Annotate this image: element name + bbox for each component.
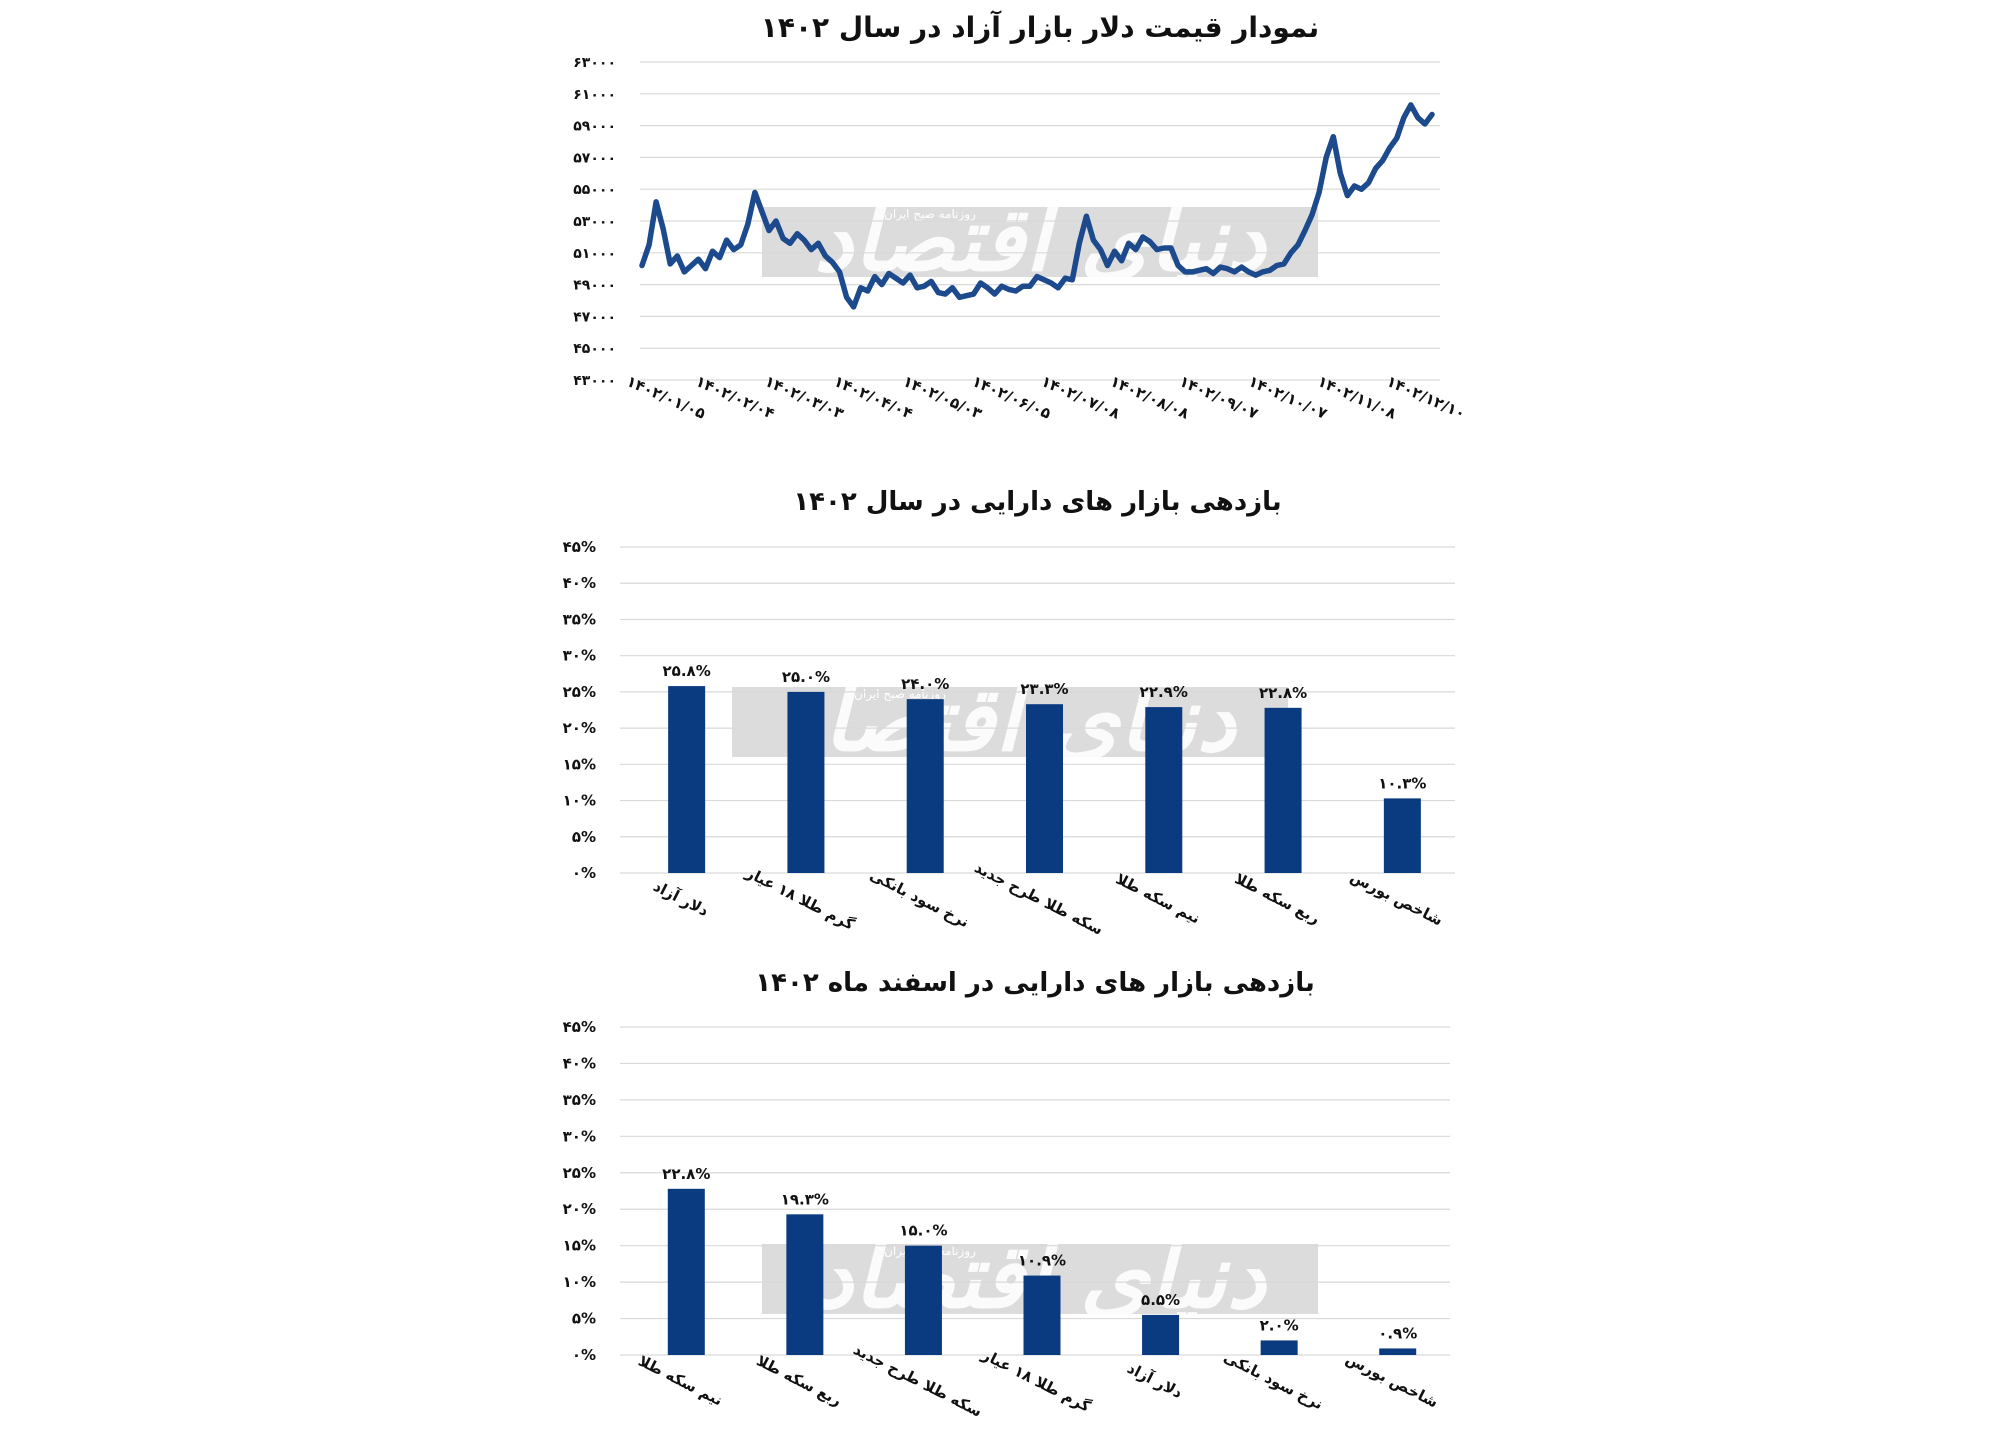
bar	[1026, 704, 1063, 873]
data-label: ۲۲.۹%	[1140, 683, 1188, 701]
y-tick-label: ۴۰%	[563, 574, 596, 592]
y-tick-label: ۴۹۰۰۰	[573, 278, 616, 294]
data-label: ۲۵.۰%	[782, 668, 830, 686]
data-label: ۱۵.۰%	[899, 1222, 947, 1240]
watermark-band	[732, 687, 1288, 757]
y-tick-label: ۵۵۰۰۰	[573, 182, 616, 198]
category-label: گرم طلا ۱۸ عیار	[978, 1345, 1094, 1416]
y-tick-label: ۳۰%	[563, 1127, 596, 1145]
category-label: دلار آزاد	[650, 877, 711, 920]
category-label: نیم سکه طلا	[635, 1352, 725, 1410]
category-label: گرم طلا ۱۸ عیار	[742, 863, 858, 934]
data-label: ۰.۹%	[1378, 1324, 1417, 1342]
bar	[1023, 1275, 1061, 1355]
category-label: نیم سکه طلا	[1113, 870, 1203, 928]
y-tick-label: ۱۰%	[563, 792, 596, 810]
bar	[1145, 707, 1183, 873]
y-tick-label: ۲۵%	[563, 683, 596, 701]
y-tick-label: ۱۵%	[563, 1237, 596, 1255]
y-tick-label: ۰%	[572, 864, 596, 882]
data-label: ۲۴.۰%	[901, 675, 949, 693]
data-label: ۵.۵%	[1141, 1291, 1180, 1309]
y-tick-label: ۱۵%	[563, 755, 596, 773]
data-label: ۲۵.۸%	[663, 662, 711, 680]
y-tick-label: ۲۵%	[563, 1164, 596, 1182]
y-tick-label: ۴۳۰۰۰	[573, 373, 616, 389]
category-label: نرخ سود بانکی	[867, 866, 972, 931]
y-tick-label: ۵%	[572, 828, 596, 846]
bar	[1260, 1340, 1298, 1355]
bar	[906, 699, 944, 873]
data-label: ۲.۰%	[1260, 1316, 1299, 1334]
bar	[786, 1214, 824, 1355]
data-label: ۲۳.۳%	[1020, 680, 1068, 698]
data-label: ۱۰.۹%	[1018, 1252, 1066, 1270]
bar	[1383, 798, 1421, 873]
bar	[787, 691, 825, 873]
data-label: ۲۲.۸%	[662, 1165, 710, 1183]
y-tick-label: ۲۰%	[563, 1200, 596, 1218]
y-tick-label: ۴۵%	[563, 538, 596, 556]
y-tick-label: ۵۱۰۰۰	[573, 246, 616, 262]
bar	[1142, 1314, 1180, 1355]
category-label: نرخ سود بانکی	[1221, 1348, 1326, 1413]
y-tick-label: ۳۵%	[563, 610, 596, 628]
chart-title: نمودار قیمت دلار بازار آزاد در سال ۱۴۰۲	[761, 10, 1319, 44]
y-tick-label: ۴۷۰۰۰	[573, 309, 616, 325]
bar	[668, 686, 706, 873]
y-tick-label: ۴۵%	[563, 1018, 596, 1036]
y-tick-label: ۵%	[572, 1310, 596, 1328]
y-tick-label: ۰%	[572, 1346, 596, 1364]
category-label: ربع سکه طلا	[754, 1351, 845, 1409]
data-label: ۲۲.۸%	[1259, 684, 1307, 702]
series-line	[639, 102, 1435, 310]
y-tick-label: ۶۱۰۰۰	[573, 87, 616, 103]
data-label: ۱۹.۳%	[781, 1190, 829, 1208]
y-tick-label: ۶۳۰۰۰	[573, 55, 616, 71]
bar	[1379, 1348, 1417, 1355]
y-tick-label: ۵۷۰۰۰	[573, 150, 616, 166]
y-tick-label: ۲۰%	[563, 719, 596, 737]
category-label: دلار آزاد	[1124, 1359, 1185, 1402]
chart-3: بازدهی بازار های دارایی در اسفند ماه ۱۴۰…	[563, 968, 1450, 1421]
y-tick-label: ۴۰%	[563, 1054, 596, 1072]
watermark-sub-text: روزنامه صبح ایران	[854, 687, 946, 702]
y-tick-label: ۴۵۰۰۰	[573, 341, 616, 357]
category-label: شاخص بورس	[1347, 868, 1445, 930]
bar	[667, 1188, 705, 1355]
watermark-sub-text: روزنامه صبح ایران	[884, 207, 976, 222]
chart-title: بازدهی بازار های دارایی در سال ۱۴۰۲	[793, 487, 1281, 517]
chart-title: بازدهی بازار های دارایی در اسفند ماه ۱۴۰…	[755, 968, 1315, 998]
bar	[904, 1245, 942, 1355]
data-label: ۱۰.۳%	[1378, 774, 1426, 792]
category-label: ربع سکه طلا	[1232, 869, 1323, 927]
y-tick-label: ۵۹۰۰۰	[573, 119, 616, 135]
y-tick-label: ۳۰%	[563, 647, 596, 665]
watermark-band	[762, 207, 1318, 277]
y-tick-label: ۵۳۰۰۰	[573, 214, 616, 230]
y-tick-label: ۱۰%	[563, 1273, 596, 1291]
category-label: شاخص بورس	[1343, 1350, 1441, 1412]
y-tick-label: ۳۵%	[563, 1091, 596, 1109]
bar	[1264, 707, 1302, 873]
